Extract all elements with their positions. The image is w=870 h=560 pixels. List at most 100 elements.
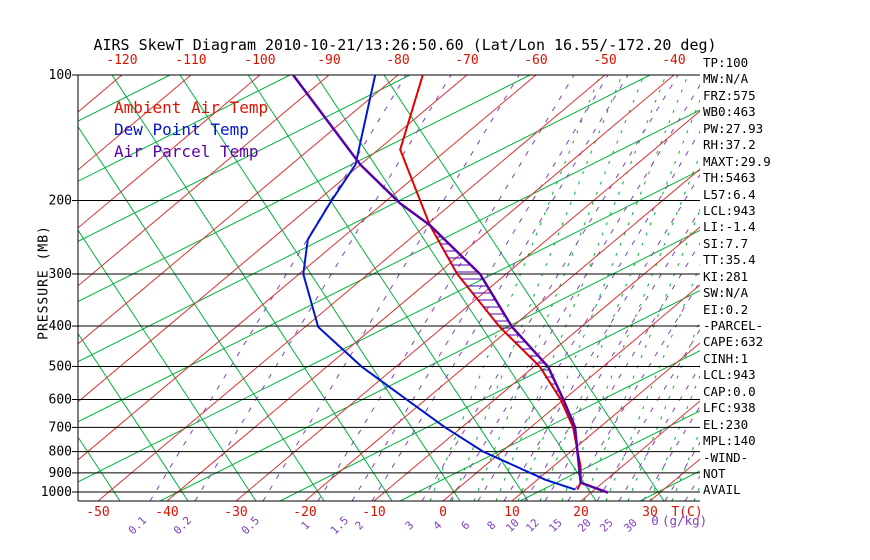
panel-stat: EI:0.2 [703,301,749,317]
panel-stat: CAPE:632 [703,334,764,350]
bottom-temp-label: 30 [642,505,658,520]
moist-adiabat-line [78,109,700,423]
panel-stat: LI:-1.4 [703,219,756,235]
dry-adiabat-line [315,75,597,501]
legend-ambient-air-temp: Ambient Air Temp [114,98,269,117]
panel-stat: WB0:463 [703,104,756,120]
page-title: AIRS SkewT Diagram 2010-10-21/13:26:50.6… [93,36,717,54]
panel-stat: MPL:140 [703,433,756,449]
panel-stat: CAP:0.0 [703,383,756,399]
moist-adiabat-line [78,75,651,363]
mixing-ratio-label: 8 [485,519,499,533]
mixing-ratio-line [421,75,679,501]
panel-stat: KI:281 [703,268,749,284]
mixing-ratio-line [262,75,520,501]
chart-legend: Ambient Air Temp Dew Point Temp Air Parc… [114,97,268,163]
top-temp-label: -100 [244,53,275,68]
moist-adiabat-line [78,75,411,242]
mixing-ratio-line [351,75,609,501]
isotherm-line [78,75,192,171]
mixing-ratio-line [618,365,700,501]
panel-stat: TP:100 [703,55,749,70]
isotherm-line [511,342,700,501]
panel-stat: MAXT:29.9 [703,153,771,169]
pressure-label: 900 [49,466,72,481]
mixing-unit-label: (g/kg) [662,513,707,528]
pressure-label: 100 [49,68,72,83]
dry-adiabat-line [78,229,257,501]
mixing-ratio-label: 1.5 [328,514,351,537]
dry-adiabat-line [179,75,461,501]
dry-adiabat-line [111,75,393,501]
isotherm-line [78,75,261,229]
bottom-temp-label: -40 [155,505,178,520]
mixing-ratio-label: 3 [403,519,417,533]
pressure-axis-title: PRESSURE (MB) [36,225,52,340]
bottom-temp-label: -30 [224,505,247,520]
mixing-ratio-line [371,75,629,501]
panel-stat: CINH:1 [703,350,749,366]
top-temp-label: -40 [662,53,685,68]
mixing-ratio-line [449,84,700,501]
dry-adiabat-line [78,332,189,501]
top-temp-label: -80 [386,53,409,68]
isotherm-line [78,75,468,403]
panel-stat: MW:N/A [703,71,749,87]
mixing-ratio-line [596,328,700,501]
moist-adiabat-line [78,75,291,182]
bottom-temp-label: -20 [293,505,316,520]
bottom-temp-label: -50 [86,505,109,520]
panel-stat: L57:6.4 [703,186,756,202]
pressure-label: 600 [49,392,72,407]
pressure-label: 1000 [41,485,72,500]
stats-side-panel: TP:100 MW:N/A FRZ:575 WB0:463 PW:27.93 RH:37.… [703,55,868,499]
legend-dew-point-temp: Dew Point Temp [114,120,249,139]
moist-adiabat-line [399,350,700,501]
moist-adiabat-line [78,75,531,303]
panel-stat: LCL:943 [703,202,756,218]
mixing-ratio-line [503,173,700,501]
mixing-ratio-line [477,130,700,501]
isotherm-line [78,75,123,113]
isotherm-line [78,75,330,287]
mixing-ratio-label: 25 [597,516,616,535]
panel-stat: EL:230 [703,416,749,432]
mixing-ratio-label: 6 [459,519,473,533]
curve-ambient [399,75,582,491]
bottom-temp-label: 0 [439,505,447,520]
isotherm-line [442,284,700,501]
top-temp-label: -70 [455,53,478,68]
bottom-temp-label: -10 [362,505,385,520]
panel-stat: -PARCEL- [703,318,764,333]
mixing-ratio-line [544,242,700,501]
bottom-temp-label: 20 [573,505,589,520]
saturation-dashed-line [517,75,689,501]
isotherm-line [166,75,675,501]
panel-stat: LFC:938 [703,400,756,416]
moist-adiabat-line [159,229,700,501]
pressure-label: 500 [49,359,72,374]
mixing-ratio-label: 30 [621,516,640,535]
mixing-ratio-line [149,75,407,501]
isotherm-line [78,75,537,461]
isotherm-line [580,400,700,501]
top-temp-label: -110 [175,53,206,68]
mixing-ratio-label: 15 [546,516,565,535]
isotherm-line [78,75,399,345]
panel-stat: RH:37.2 [703,137,756,153]
pressure-label: 400 [49,319,72,334]
panel-stat: TT:35.4 [703,252,756,268]
mixing-ratio-line [317,75,575,501]
dry-adiabat-line [78,125,325,501]
mixing-ratio-label: 1 [299,519,313,533]
moist-adiabat-line [78,169,700,483]
mixing-ratio-line [524,208,700,501]
cape-hatch-area [432,229,576,434]
panel-stat: FRZ:575 [703,87,756,103]
panel-stat: PW:27.93 [703,120,764,136]
pressure-label: 200 [49,194,72,209]
saturation-dashed-line [451,75,623,501]
panel-stat: -WIND- [703,449,749,465]
pressure-label: 800 [49,445,72,460]
